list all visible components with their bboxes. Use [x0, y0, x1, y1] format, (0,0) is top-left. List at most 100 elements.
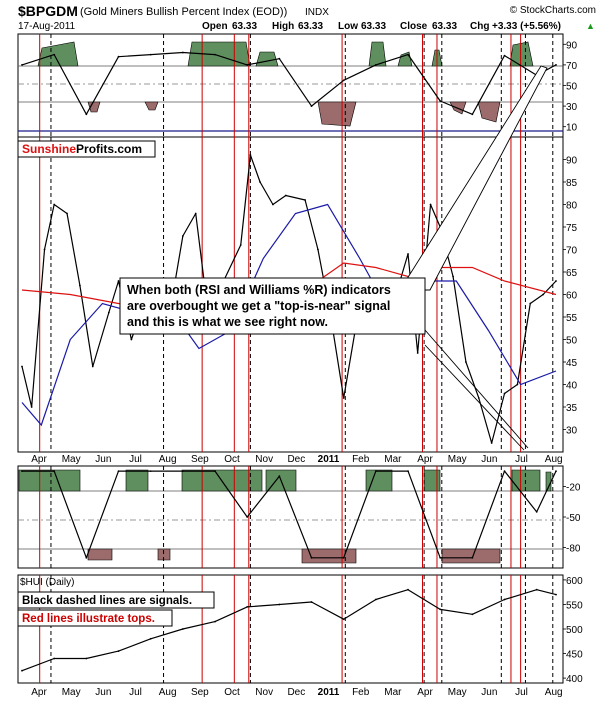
- y-tick-label: 450: [566, 650, 583, 661]
- data-point: [342, 397, 345, 399]
- data-point: [181, 470, 184, 472]
- data-point: [555, 593, 557, 596]
- change-arrow-icon: ▲: [586, 21, 595, 31]
- data-point: [284, 194, 287, 197]
- x-tick-label: Sep: [191, 687, 209, 698]
- exchange-label: INDX: [305, 7, 329, 18]
- data-point: [246, 606, 249, 608]
- open-label: Open: [202, 21, 228, 32]
- logo-box: [17, 140, 156, 158]
- data-point: [439, 556, 442, 559]
- wr-fills: [18, 469, 552, 564]
- moving-average-line: [21, 203, 557, 427]
- logo-part1: Sunshine: [22, 142, 76, 156]
- x-tick-label: Apr: [31, 687, 47, 698]
- y-tick-label: 90: [566, 40, 578, 51]
- watermark: © StockCharts.com: [510, 5, 596, 16]
- data-point: [535, 511, 538, 513]
- data-point: [214, 470, 216, 472]
- x-tick-label: Oct: [224, 454, 240, 465]
- data-point: [317, 248, 319, 251]
- data-point: [342, 556, 345, 559]
- x-tick-label: Apr: [417, 454, 433, 465]
- annotation-box: [119, 277, 426, 335]
- data-point: [30, 406, 33, 408]
- data-point: [503, 598, 506, 601]
- x-tick-label: May: [448, 454, 467, 465]
- data-point: [555, 280, 557, 282]
- y-tick-label: -80: [566, 544, 581, 555]
- data-point: [53, 203, 56, 206]
- data-point: [407, 470, 409, 472]
- annotation-line-1: When both (RSI and Williams %R) indicato…: [127, 283, 391, 297]
- note-red-box: [17, 609, 173, 627]
- low-label: Low: [338, 21, 358, 32]
- data-point: [278, 475, 281, 478]
- data-point: [407, 253, 409, 255]
- y-tick-label: 75: [566, 223, 578, 234]
- data-point: [374, 64, 377, 66]
- y-tick-label: 45: [566, 358, 578, 369]
- x-tick-label: Oct: [224, 687, 240, 698]
- x-tick-label: Aug: [159, 454, 177, 465]
- chg-value: +3.33 (+5.56%): [492, 21, 561, 32]
- y-tick-label: 40: [566, 381, 578, 392]
- logo-part2: Profits.com: [76, 142, 142, 156]
- data-point: [66, 212, 68, 215]
- hui-title: $HUI (Daily): [20, 577, 74, 588]
- rsi-overbought-fill: [368, 41, 387, 67]
- x-tick-label: Sep: [191, 454, 209, 465]
- open-value: 63.33: [232, 21, 257, 32]
- data-point: [181, 628, 184, 630]
- y-tick-label: 500: [566, 625, 583, 636]
- data-point: [452, 275, 454, 278]
- note-black-box: [17, 591, 215, 609]
- y-tick-label: 35: [566, 403, 578, 414]
- data-point: [542, 293, 545, 296]
- data-point: [249, 154, 252, 156]
- y-tick-label: 55: [566, 313, 578, 324]
- chg-label: Chg: [470, 21, 489, 32]
- note-red-lines: Red lines illustrate tops.: [22, 613, 155, 625]
- low-value: 63.33: [361, 21, 386, 32]
- hui-panel: [17, 574, 564, 684]
- y-tick-label: 60: [566, 291, 578, 302]
- data-point: [214, 53, 216, 56]
- x-tick-label: Dec: [287, 454, 305, 465]
- x-tick-label: Jul: [515, 454, 528, 465]
- symbol-title: $BPGDM: [18, 3, 78, 19]
- data-point: [503, 54, 506, 57]
- data-point: [555, 64, 557, 66]
- data-point: [194, 212, 197, 215]
- series-line-1: [21, 51, 557, 115]
- y-tick-label: 70: [566, 246, 578, 257]
- data-point: [21, 669, 23, 672]
- axis-layer: 90 70 50 30 10 90 85 80 75 70 65 60 55 50 45 40 35 30 -20 -…: [31, 40, 583, 698]
- series-line-4: [21, 589, 557, 672]
- x-tick-label: Jun: [481, 454, 497, 465]
- x-tick-label: Dec: [287, 687, 305, 698]
- data-point: [21, 470, 23, 472]
- data-point: [79, 284, 81, 287]
- data-point: [149, 53, 152, 56]
- x-tick-label: Jun: [95, 454, 111, 465]
- x-tick-label: Feb: [352, 687, 370, 698]
- x-tick-label: May: [62, 454, 81, 465]
- x-tick-label: Feb: [352, 454, 370, 465]
- data-point: [149, 637, 152, 640]
- data-point: [21, 365, 23, 368]
- x-tick-label: Jul: [515, 687, 528, 698]
- x-tick-label: Mar: [384, 687, 402, 698]
- data-point: [53, 470, 56, 472]
- data-point: [278, 603, 281, 606]
- series-layer: [21, 51, 557, 672]
- data-point: [310, 105, 313, 107]
- rsi-panel: [17, 33, 564, 138]
- wr-overbought-fill: [511, 469, 541, 492]
- data-point: [246, 516, 249, 518]
- y-tick-label: 10: [566, 123, 578, 134]
- y-tick-label: 50: [566, 336, 578, 347]
- data-point: [21, 64, 23, 66]
- y-tick-label: -50: [566, 513, 581, 524]
